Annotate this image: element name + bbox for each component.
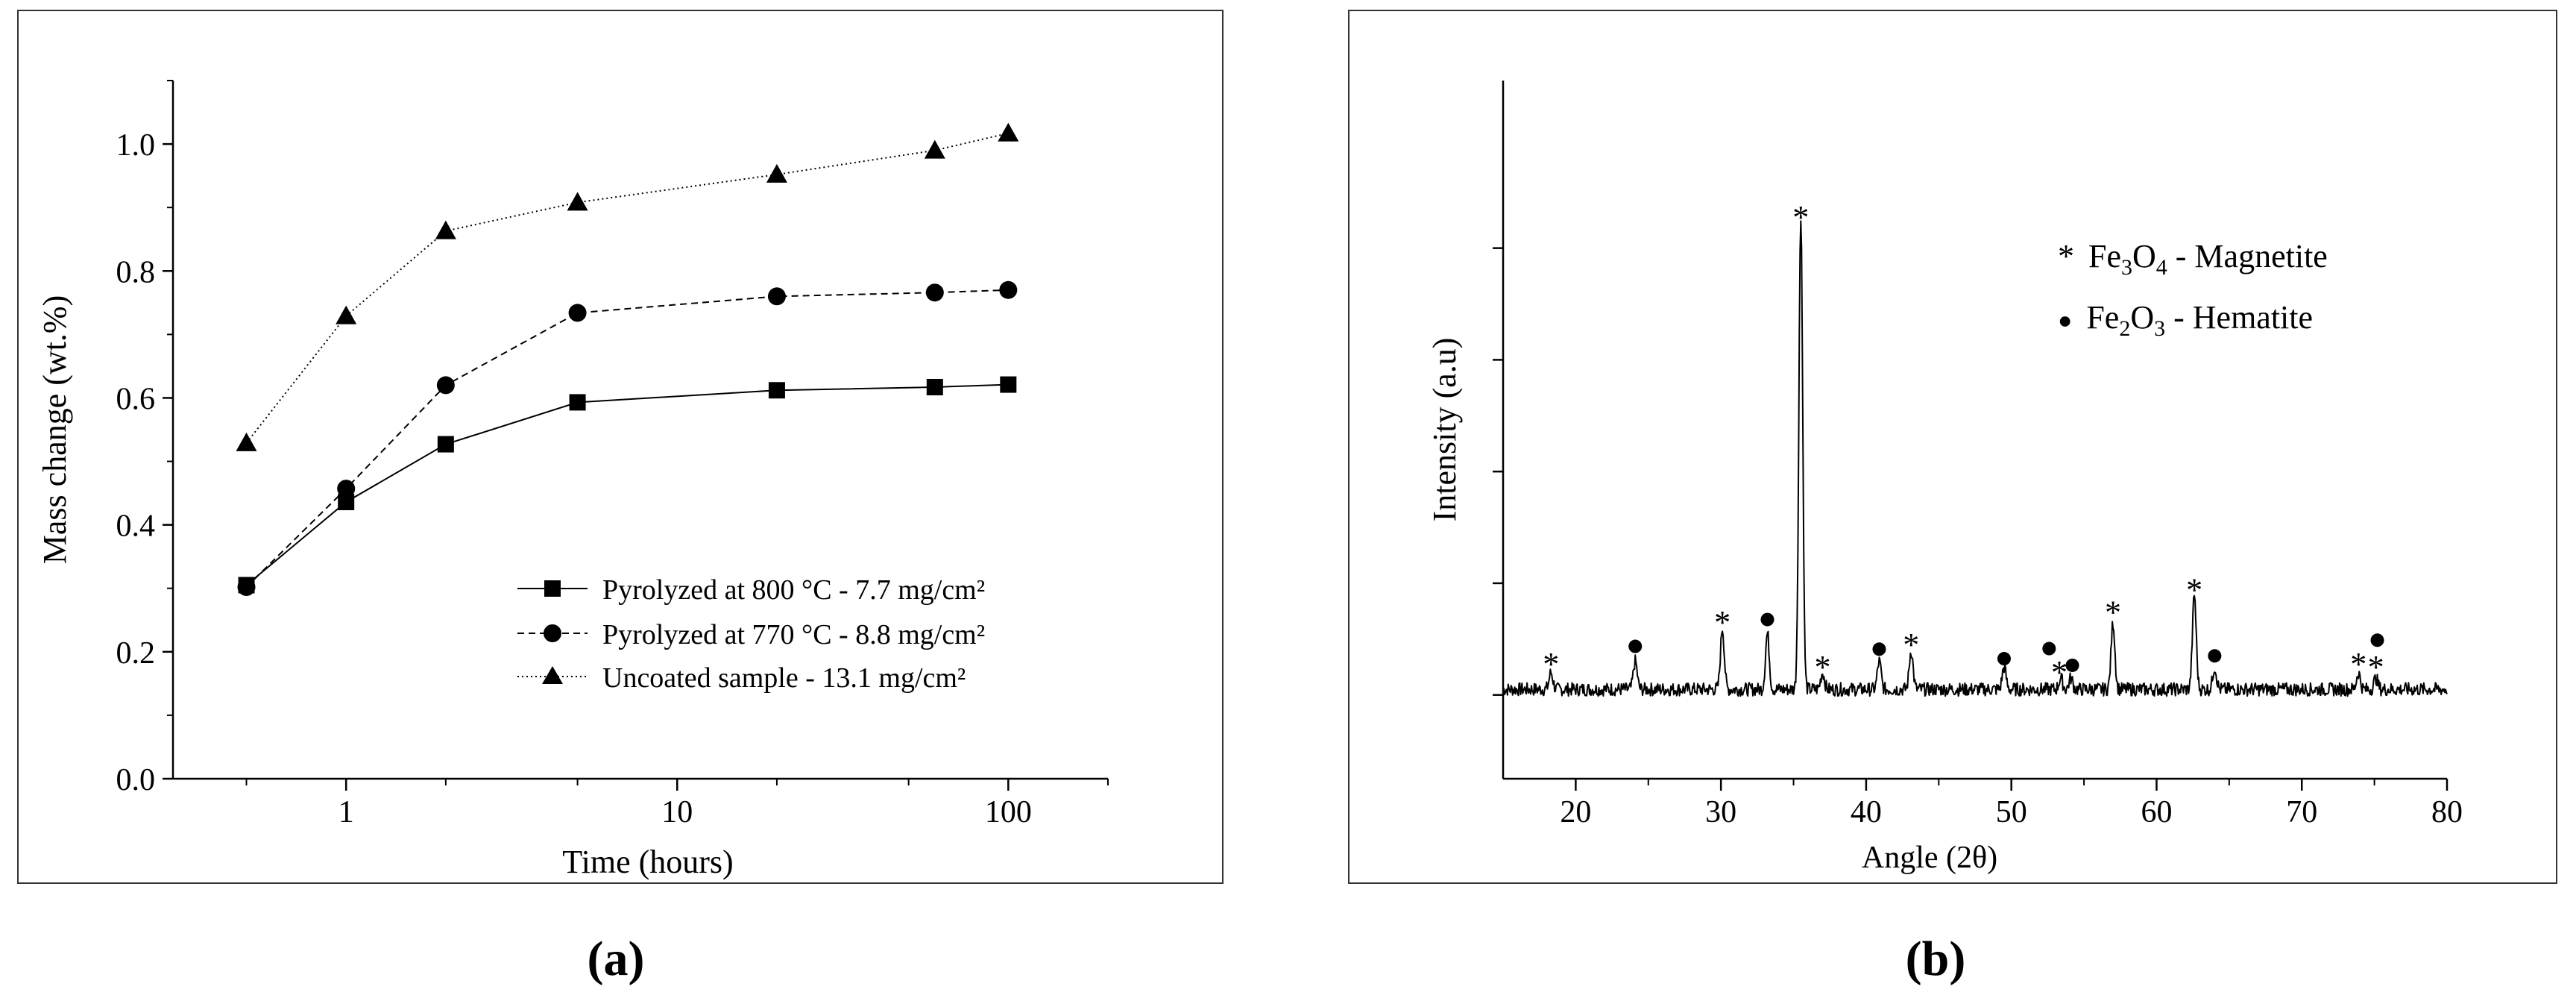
legend-marker-circle — [544, 624, 561, 642]
a-series-line-1 — [245, 289, 1009, 588]
b-xtick-label: 80 — [2431, 795, 2463, 829]
a-ytick-label: 0.2 — [116, 636, 156, 671]
magnetite-marker: * — [1814, 649, 1830, 685]
a-ytick-label: 1.0 — [116, 128, 156, 163]
a-point-circle — [568, 304, 587, 322]
hematite-marker — [2042, 641, 2056, 656]
b-xtick-label: 40 — [1851, 795, 1882, 829]
b-xtick-label: 30 — [1705, 795, 1736, 829]
legend-hematite-name: - Hematite — [2165, 299, 2313, 336]
a-xtick-label: 10 — [661, 795, 693, 829]
legend-label-uncoated: Uncoated sample - 13.1 mg/cm² — [602, 662, 966, 694]
legend-hematite-el2: O — [2130, 299, 2154, 336]
legend-label-800: Pyrolyzed at 800 °C - 7.7 mg/cm² — [602, 574, 985, 606]
magnetite-marker: * — [1792, 199, 1809, 236]
a-series-line-2 — [245, 132, 1009, 444]
a-xtick-label: 1 — [338, 795, 354, 829]
caption-b: (b) — [1906, 932, 1966, 986]
magnetite-marker: * — [2051, 654, 2068, 691]
panel-b-legend: * Fe3O4 - Magnetite ● Fe2O3 - Hematite — [2058, 238, 2328, 341]
legend-hematite-sub1: 2 — [2119, 316, 2130, 341]
panel-b: 20 30 40 50 60 70 80 ********* * Angle (2θ) Int… — [1348, 10, 2557, 884]
a-point-circle — [436, 376, 455, 395]
hematite-marker — [1760, 612, 1774, 627]
legend-hematite-el1: Fe — [2086, 299, 2119, 336]
legend-symbol-dot: ● — [2058, 307, 2072, 333]
a-point-circle — [767, 287, 786, 306]
legend-magnetite-el1: Fe — [2088, 238, 2121, 274]
magnetite-marker: * — [2105, 594, 2121, 630]
legend-magnetite-el2: O — [2132, 238, 2156, 274]
hematite-marker — [1872, 642, 1886, 656]
hematite-marker — [2370, 633, 2384, 647]
a-point-square — [437, 436, 454, 453]
legend-marker-triangle — [542, 666, 563, 684]
panel-a: 0.0 0.2 0.4 0.6 0.8 1.0 1 10 100 Time (hours) Ma… — [17, 10, 1224, 884]
panel-b-y-axis-label: Intensity (a.u) — [1426, 338, 1463, 522]
hematite-marker — [1628, 639, 1643, 653]
legend-magnetite-name: - Magnetite — [2167, 238, 2328, 274]
panel-a-frame — [17, 10, 1224, 884]
a-point-square — [569, 394, 586, 411]
a-point-triangle — [435, 220, 456, 239]
legend-magnetite-sub1: 3 — [2121, 255, 2132, 280]
a-point-circle — [925, 283, 944, 302]
panel-a-legend: Pyrolyzed at 800 °C - 7.7 mg/cm² Pyrolyz… — [517, 574, 985, 694]
legend-label-770: Pyrolyzed at 770 °C - 8.8 mg/cm² — [602, 619, 985, 650]
a-point-square — [926, 378, 943, 395]
a-point-triangle — [567, 192, 588, 211]
magnetite-marker: * — [2186, 571, 2202, 608]
a-series-line-0 — [245, 383, 1009, 586]
xrd-pattern-line — [1502, 220, 2448, 697]
panel-b-x-axis-label: Angle (2θ) — [1862, 841, 1997, 875]
b-xtick-label: 60 — [2141, 795, 2172, 829]
a-point-square — [338, 494, 355, 511]
a-xtick-label: 100 — [985, 795, 1032, 829]
legend-row-hematite: ● Fe2O3 - Hematite — [2058, 299, 2313, 341]
a-point-triangle — [998, 122, 1019, 142]
legend-hematite-sub2: 3 — [2154, 316, 2165, 341]
panel-b-frame — [1348, 10, 2557, 884]
a-point-circle — [337, 480, 356, 498]
a-point-square — [1000, 376, 1017, 393]
b-xtick-label: 20 — [1560, 795, 1591, 829]
a-point-circle — [237, 578, 256, 597]
magnetite-marker: * — [2350, 646, 2366, 683]
panel-a-x-axis-label: Time (hours) — [562, 844, 733, 880]
caption-a: (a) — [588, 932, 645, 986]
panel-a-y-axis-label: Mass change (wt.%) — [37, 295, 73, 564]
a-point-triangle — [924, 139, 945, 159]
legend-symbol-star: * — [2058, 238, 2074, 274]
magnetite-marker: * — [1903, 627, 1919, 663]
a-point-triangle — [236, 432, 257, 451]
legend-magnetite-sub2: 4 — [2156, 255, 2167, 280]
magnetite-marker: * — [1714, 604, 1731, 641]
hematite-marker — [2065, 658, 2079, 672]
a-ytick-label: 0.0 — [116, 763, 156, 797]
a-ytick-label: 0.8 — [116, 255, 156, 289]
a-point-triangle — [336, 305, 357, 324]
b-xtick-label: 50 — [1996, 795, 2027, 829]
legend-marker-square — [544, 580, 561, 597]
hematite-marker — [1997, 652, 2011, 666]
a-point-square — [768, 382, 785, 399]
b-xtick-label: 70 — [2286, 795, 2317, 829]
magnetite-marker: * — [2368, 649, 2384, 685]
hematite-marker — [2208, 649, 2222, 663]
a-point-circle — [999, 280, 1018, 299]
a-ytick-label: 0.6 — [116, 382, 156, 416]
a-point-triangle — [766, 163, 787, 183]
magnetite-marker: * — [1543, 646, 1559, 683]
a-ytick-label: 0.4 — [116, 509, 156, 544]
legend-row-magnetite: * Fe3O4 - Magnetite — [2058, 238, 2328, 280]
